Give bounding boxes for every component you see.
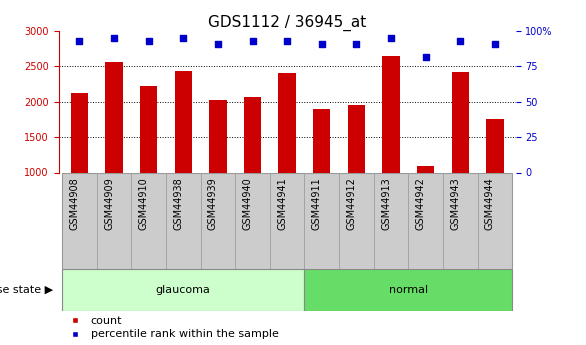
Bar: [305, 269, 512, 310]
Bar: [417, 166, 434, 172]
Bar: [62, 172, 97, 269]
Bar: [200, 172, 235, 269]
Bar: [486, 119, 503, 172]
Text: GSM44938: GSM44938: [173, 177, 183, 230]
Point: [144, 38, 154, 44]
Bar: [235, 172, 270, 269]
Text: GSM44909: GSM44909: [104, 177, 114, 230]
Bar: [478, 172, 512, 269]
Text: GSM44908: GSM44908: [69, 177, 79, 230]
Point: [282, 38, 292, 44]
Text: GSM44944: GSM44944: [485, 177, 495, 230]
Bar: [209, 100, 227, 172]
Legend: count, percentile rank within the sample: count, percentile rank within the sample: [64, 316, 279, 339]
Point: [421, 54, 430, 59]
Point: [179, 36, 188, 41]
Point: [386, 36, 396, 41]
Bar: [382, 56, 400, 172]
Bar: [62, 269, 305, 310]
Text: GSM44939: GSM44939: [208, 177, 218, 230]
Text: disease state ▶: disease state ▶: [0, 285, 53, 295]
Bar: [71, 93, 88, 172]
Bar: [374, 172, 408, 269]
Bar: [347, 105, 365, 172]
Bar: [131, 172, 166, 269]
Text: normal: normal: [389, 285, 428, 295]
Bar: [105, 62, 122, 172]
Text: GSM44912: GSM44912: [346, 177, 356, 230]
Bar: [313, 109, 331, 172]
Bar: [175, 71, 192, 172]
Text: GSM44942: GSM44942: [415, 177, 425, 230]
Text: GSM44910: GSM44910: [139, 177, 149, 230]
Text: GSM44940: GSM44940: [243, 177, 253, 230]
Bar: [270, 172, 305, 269]
Bar: [305, 172, 339, 269]
Text: GSM44943: GSM44943: [450, 177, 460, 230]
Point: [490, 41, 500, 47]
Text: GSM44941: GSM44941: [277, 177, 287, 230]
Bar: [140, 86, 157, 172]
Point: [317, 41, 326, 47]
Point: [248, 38, 257, 44]
Text: glaucoma: glaucoma: [156, 285, 211, 295]
Bar: [278, 73, 296, 172]
Bar: [166, 172, 200, 269]
Point: [352, 41, 361, 47]
Point: [110, 36, 119, 41]
Point: [213, 41, 223, 47]
Title: GDS1112 / 36945_at: GDS1112 / 36945_at: [208, 15, 366, 31]
Bar: [443, 172, 478, 269]
Bar: [452, 72, 469, 172]
Point: [455, 38, 465, 44]
Text: GSM44911: GSM44911: [312, 177, 322, 230]
Text: GSM44913: GSM44913: [381, 177, 391, 230]
Bar: [97, 172, 131, 269]
Bar: [408, 172, 443, 269]
Bar: [244, 97, 261, 172]
Point: [74, 38, 84, 44]
Bar: [339, 172, 374, 269]
